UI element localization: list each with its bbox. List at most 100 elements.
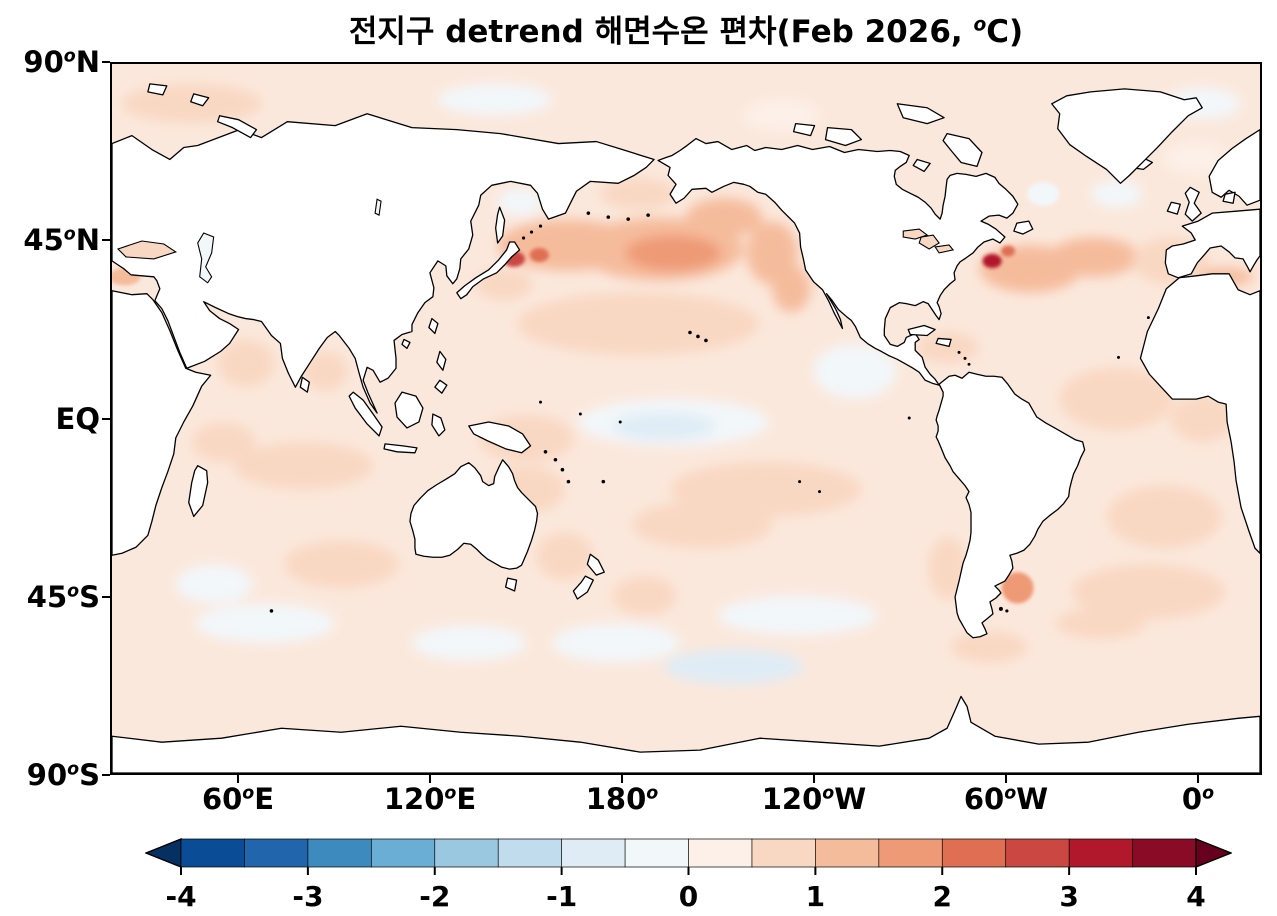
colorbar-swatches	[145, 838, 1232, 875]
anomaly-region-wio-warm	[191, 422, 256, 462]
lakes-layer	[116, 198, 955, 284]
anomaly-region-np-warm-band-core	[625, 235, 722, 271]
island-dot-polynesia	[798, 480, 802, 484]
island-victoria	[824, 126, 863, 147]
map-plot-area	[110, 62, 1262, 775]
island-new-guinea	[468, 421, 532, 454]
island-dot-canary	[1146, 316, 1150, 320]
anomaly-region-sp-warm-band-mid	[631, 501, 773, 549]
y-tick-mark	[102, 239, 110, 242]
island-ireland	[1166, 201, 1181, 215]
y-tick-label: 90oS	[26, 758, 100, 792]
island-dot-hawaii	[704, 338, 708, 343]
landmass-scandinavia	[1208, 128, 1260, 206]
landmass-africa-west	[1139, 273, 1260, 554]
landmass-greenland	[1051, 88, 1203, 184]
colorbar-segment	[688, 838, 753, 868]
island-dot-micronesia	[539, 400, 543, 404]
x-tick-mark	[813, 775, 815, 783]
island-banks	[792, 123, 816, 137]
y-tick-mark	[102, 774, 110, 776]
anomaly-region-sio-warm-band	[233, 442, 374, 490]
island-borneo	[394, 391, 424, 429]
island-new-zealand-north	[586, 553, 605, 576]
landmass-south-america	[935, 371, 1086, 639]
anomaly-region-norwegian-sea-warm	[1164, 142, 1229, 175]
anomaly-region-bay-of-bengal-warm	[303, 351, 348, 391]
anomaly-region-sio-west-cool	[175, 564, 253, 604]
island-cuba	[907, 324, 936, 337]
x-tick-label: 60oW	[963, 782, 1049, 816]
island-sakhalin	[495, 206, 506, 244]
anomaly-region-gulf-stream-hot-spot-2	[1001, 245, 1016, 257]
y-tick-label: 45oS	[26, 579, 100, 614]
x-tick-label: 120oE	[383, 782, 477, 816]
island-great-britain	[1184, 186, 1202, 222]
anomaly-region-bering-warm	[599, 178, 677, 210]
island-dot-melanesia	[566, 479, 571, 484]
island-madagascar	[188, 465, 209, 518]
island-sumatra	[348, 391, 383, 437]
colorbar-tick-label: -2	[419, 880, 451, 913]
colorbar-segment	[244, 838, 309, 868]
island-dot-antilles	[967, 362, 971, 366]
anomaly-region-tasman-warm	[536, 532, 594, 580]
lake-baikal	[374, 198, 382, 216]
island-dot-melanesia	[553, 457, 558, 462]
colorbar-segment	[497, 838, 563, 868]
lake-erie-ontario	[934, 244, 955, 254]
x-tick-label: 0o	[1181, 782, 1215, 816]
island-dot-polynesia	[818, 490, 822, 494]
anomaly-region-kuroshio-extension-warm	[475, 268, 533, 301]
anomaly-region-eq-pacific-cool-core	[612, 412, 715, 441]
anomaly-region-subpolar-natl-cool	[1090, 180, 1143, 208]
anomaly-region-california-current-warm	[772, 264, 811, 313]
anomaly-region-gulf-of-guinea-warm	[1170, 394, 1235, 443]
world-map	[112, 64, 1260, 773]
island-dot-micronesia	[578, 412, 582, 416]
colorbar-segment	[1132, 838, 1197, 868]
anomaly-region-sio-mid-warm	[284, 540, 399, 588]
island-arctic-2	[190, 93, 210, 107]
island-dot-antilles	[963, 356, 967, 360]
anomaly-region-satl-south-warm	[1055, 607, 1146, 640]
island-tasmania	[504, 577, 518, 592]
island-java	[383, 443, 418, 454]
island-dot-falklands	[998, 606, 1003, 611]
colorbar-segment	[751, 838, 817, 868]
island-new-zealand-south	[572, 575, 594, 600]
colorbar-segment	[878, 838, 943, 868]
anomaly-region-sio-south-cool	[194, 603, 336, 644]
landmass-eurasia	[112, 113, 655, 414]
island-dot-kuril	[538, 224, 543, 228]
anomaly-region-satl-subtropical-warm	[1106, 485, 1222, 549]
island-luzon	[436, 350, 447, 371]
island-dot-galapagos	[907, 416, 911, 420]
colorbar-segment	[1068, 838, 1134, 868]
degree-symbol: o	[973, 14, 987, 36]
anomaly-region-beaufort-warm	[743, 99, 820, 131]
colorbar-segment	[434, 838, 499, 868]
colorbar-segment	[624, 838, 690, 868]
anomaly-region-labrador-cool	[1027, 182, 1060, 206]
colorbar-tick-label: 4	[1186, 880, 1206, 913]
anomaly-region-east-siberian-arctic-cool	[437, 83, 553, 116]
x-tick-mark	[1005, 775, 1007, 783]
anomaly-region-south-of-australia-cool	[411, 625, 527, 661]
landmass-europe	[1164, 208, 1260, 279]
colorbar-segment	[815, 838, 880, 868]
chart-title-text: 전지구 detrend 해면수온 편차(Feb 2026,	[348, 14, 974, 50]
landmass-australia	[409, 459, 539, 570]
island-arctic-1	[147, 83, 168, 96]
colorbar-extend-high	[1195, 838, 1232, 869]
x-tick-mark	[237, 775, 239, 783]
colorbar-tick-label: -4	[165, 880, 197, 913]
x-tick-label: 120oW	[761, 782, 867, 816]
anomaly-region-argentina-shelf-warm-spot	[1001, 572, 1034, 604]
island-sri-lanka	[299, 376, 310, 393]
colorbar-segment	[1005, 838, 1070, 868]
island-dot-fiji	[601, 479, 606, 484]
anomaly-region-sp-cool-mid	[717, 595, 878, 636]
island-hainan	[401, 338, 411, 350]
colorbar-segment	[307, 838, 372, 868]
